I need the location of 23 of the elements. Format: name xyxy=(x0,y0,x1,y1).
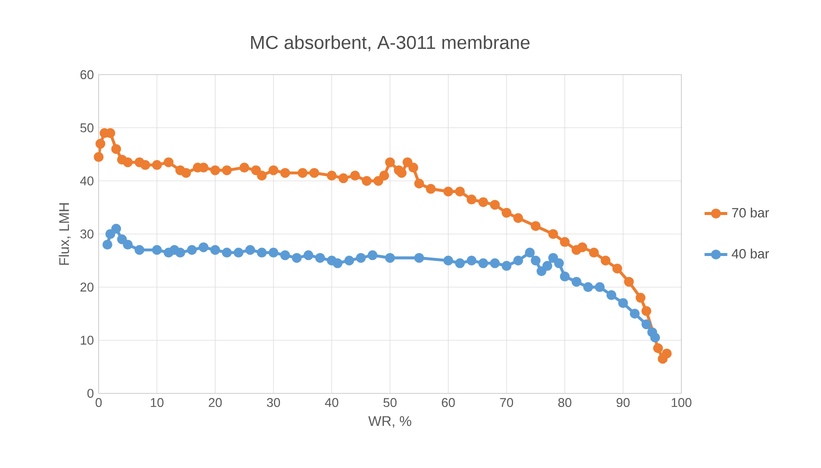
x-tick-label: 50 xyxy=(383,398,397,408)
x-tick-label: 40 xyxy=(324,398,338,408)
y-tick-label: 40 xyxy=(80,176,94,186)
x-tick-label: 10 xyxy=(150,398,164,408)
chart-title: MC absorbent, A-3011 membrane xyxy=(251,35,530,52)
x-tick-label: 20 xyxy=(208,398,222,408)
y-tick-label: 60 xyxy=(80,70,94,80)
y-tick-label: 20 xyxy=(80,282,94,292)
x-axis-title: WR, % xyxy=(368,416,412,428)
y-tick-label: 50 xyxy=(80,123,94,132)
y-tick-label: 10 xyxy=(80,336,94,345)
y-axis-title: Flux, LMH xyxy=(58,203,71,265)
y-tick-label: 30 xyxy=(80,230,94,238)
x-tick-label: 80 xyxy=(558,398,572,408)
x-tick-label: 60 xyxy=(442,398,455,408)
x-tick-label: 100 xyxy=(672,398,692,408)
x-tick-label: 0 xyxy=(96,398,102,408)
x-tick-label: 30 xyxy=(266,398,280,408)
legend-label: 40 bar xyxy=(732,248,770,258)
x-tick-label: 70 xyxy=(500,398,514,408)
legend-label: 70 bar xyxy=(732,208,770,218)
x-tick-label: 90 xyxy=(616,398,630,408)
y-tick-label: 0 xyxy=(87,388,94,398)
